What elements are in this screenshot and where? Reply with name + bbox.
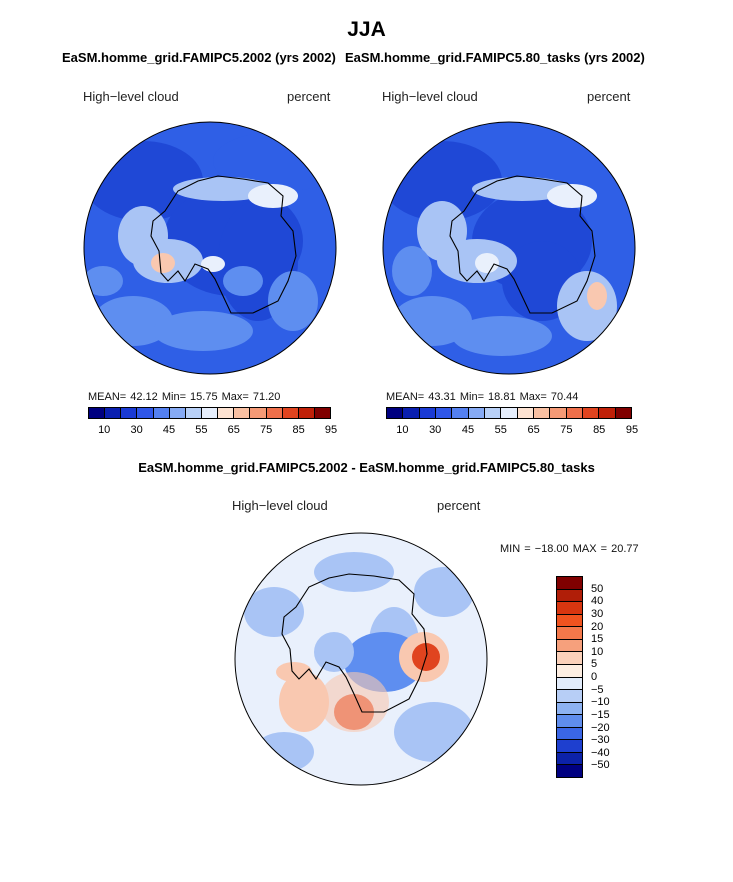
colorbar-tick-label: 55 <box>494 424 507 436</box>
colorbar-tick-label: −50 <box>591 759 610 772</box>
colorbar-swatch <box>282 408 299 418</box>
colorbar-swatch <box>468 408 485 418</box>
colorbar-tick-label: 45 <box>162 424 176 436</box>
panel-2-title: EaSM.homme_grid.FAMIPC5.80_tasks (yrs 20… <box>345 50 645 65</box>
colorbar-swatch <box>201 408 219 418</box>
panel-2-colorbar <box>386 407 632 419</box>
colorbar-swatch <box>234 408 251 418</box>
diff-polar-map <box>234 532 488 786</box>
colorbar-tick-label: 5 <box>591 658 598 671</box>
colorbar-tick-label: −20 <box>591 721 610 734</box>
colorbar-swatch <box>557 677 582 691</box>
colorbar-swatch <box>218 408 235 418</box>
colorbar-swatch <box>137 408 154 418</box>
diff-minmax: MIN = −18.00 MAX = 20.77 <box>500 543 639 555</box>
colorbar-swatch <box>89 408 106 418</box>
colorbar-tick-label: 50 <box>591 582 604 595</box>
colorbar-tick-label: 30 <box>130 424 143 436</box>
panel-1-colorbar-ticks: 10 30 45 55 65 75 85 95 <box>88 424 337 438</box>
colorbar-swatch <box>435 408 453 418</box>
colorbar-swatch <box>557 664 582 678</box>
colorbar-swatch <box>266 408 283 418</box>
colorbar-tick-label: 85 <box>292 424 305 436</box>
colorbar-tick-label: 45 <box>461 424 475 436</box>
colorbar-swatch <box>557 740 582 753</box>
panel-2-stats: MEAN= 43.31 Min= 18.81 Max= 70.44 <box>386 391 579 403</box>
colorbar-swatch <box>484 408 502 418</box>
colorbar-swatch <box>419 408 436 418</box>
colorbar-swatch <box>557 702 582 716</box>
panel-2-variable-label: High−level cloud <box>382 89 478 104</box>
colorbar-tick-label: 15 <box>591 633 604 646</box>
colorbar-swatch <box>557 752 582 766</box>
colorbar-tick-label: 0 <box>591 671 598 683</box>
colorbar-swatch <box>557 589 582 603</box>
diff-variable-label: High−level cloud <box>232 498 328 513</box>
colorbar-tick-label: −30 <box>591 734 610 747</box>
colorbar-tick-label: 30 <box>429 424 442 436</box>
panel-1-polar-map <box>83 121 337 375</box>
colorbar-tick-label: −10 <box>591 696 610 709</box>
colorbar-tick-label: −5 <box>591 683 604 696</box>
panel-1-title: EaSM.homme_grid.FAMIPC5.2002 (yrs 2002) <box>62 50 336 65</box>
colorbar-tick-label: 95 <box>625 424 639 436</box>
panel-1-variable-label: High−level cloud <box>83 89 179 104</box>
colorbar-swatch <box>599 408 616 418</box>
colorbar-tick-label: 30 <box>591 607 604 620</box>
colorbar-tick-label: 10 <box>98 424 111 436</box>
colorbar-swatch <box>250 408 267 418</box>
colorbar-tick-label: 10 <box>396 424 409 436</box>
panel-2-units-label: percent <box>587 89 631 104</box>
colorbar-tick-label: −15 <box>591 708 610 721</box>
colorbar-tick-label: 65 <box>227 424 240 436</box>
colorbar-swatch <box>557 727 582 741</box>
colorbar-tick-label: 95 <box>324 424 338 436</box>
colorbar-swatch <box>298 408 315 418</box>
colorbar-tick-label: 85 <box>593 424 606 436</box>
colorbar-swatch <box>501 408 518 418</box>
colorbar-swatch <box>403 408 420 418</box>
colorbar-tick-label: 40 <box>591 595 604 608</box>
colorbar-tick-label: 20 <box>591 620 604 633</box>
panel-2-colorbar-ticks: 10 30 45 55 65 75 85 95 <box>386 424 638 438</box>
diff-colorbar <box>556 576 583 778</box>
colorbar-swatch <box>169 408 186 418</box>
colorbar-tick-label: 75 <box>260 424 273 436</box>
colorbar-swatch <box>452 408 469 418</box>
colorbar-swatch <box>314 408 331 418</box>
colorbar-tick-label: −40 <box>591 746 610 759</box>
colorbar-swatch <box>533 408 551 418</box>
colorbar-swatch <box>557 577 582 590</box>
colorbar-swatch <box>185 408 202 418</box>
colorbar-swatch <box>615 408 631 418</box>
colorbar-swatch <box>550 408 567 418</box>
colorbar-swatch <box>557 715 582 728</box>
colorbar-tick-label: 10 <box>591 645 604 658</box>
panel-2-polar-map <box>382 121 636 375</box>
colorbar-swatch <box>557 639 582 653</box>
colorbar-swatch <box>557 627 582 640</box>
colorbar-swatch <box>387 408 404 418</box>
colorbar-swatch <box>557 602 582 615</box>
colorbar-swatch <box>582 408 600 418</box>
panel-1-stats: MEAN= 42.12 Min= 15.75 Max= 71.20 <box>88 391 281 403</box>
colorbar-tick-label: 65 <box>527 424 540 436</box>
colorbar-swatch <box>153 408 170 418</box>
colorbar-swatch <box>557 652 582 665</box>
colorbar-swatch <box>105 408 122 418</box>
diff-units-label: percent <box>437 498 481 513</box>
panel-1-units-label: percent <box>287 89 331 104</box>
colorbar-swatch <box>517 408 534 418</box>
colorbar-swatch <box>121 408 138 418</box>
colorbar-swatch <box>557 690 582 703</box>
colorbar-swatch <box>557 614 582 628</box>
diff-colorbar-ticks: 50 40 30 20 15 10 5 0 −5 −10 −15 −20 −30 −40 −50 <box>591 576 631 778</box>
colorbar-tick-label: 55 <box>195 424 208 436</box>
panel-1-colorbar <box>88 407 331 419</box>
diff-title: EaSM.homme_grid.FAMIPC5.2002 - EaSM.homm… <box>138 460 595 475</box>
main-title: JJA <box>347 18 386 41</box>
colorbar-swatch <box>557 765 582 777</box>
colorbar-tick-label: 75 <box>560 424 573 436</box>
colorbar-swatch <box>566 408 583 418</box>
